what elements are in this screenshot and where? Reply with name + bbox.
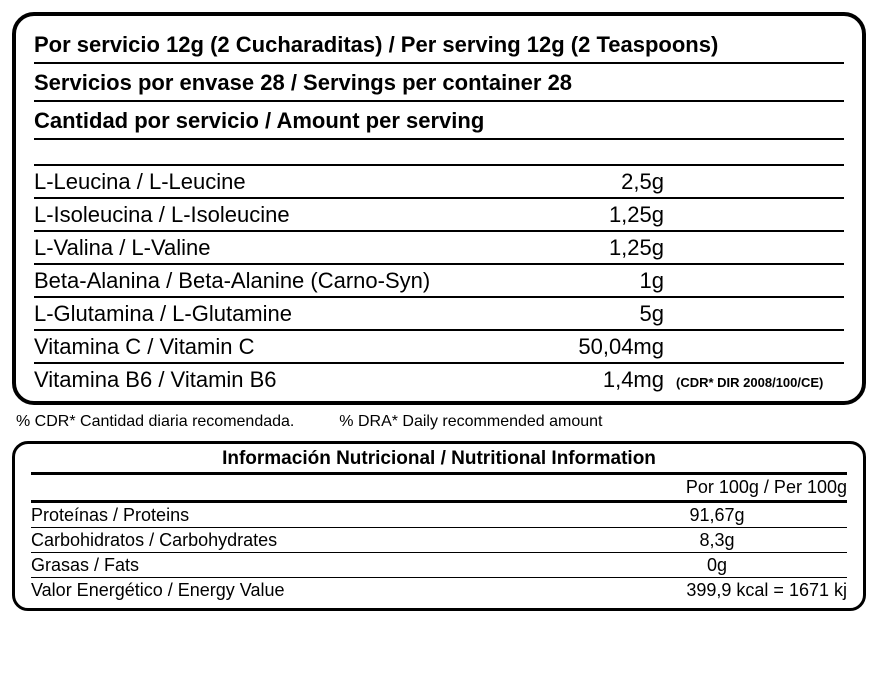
ingredients-list: L-Leucina / L-Leucine2,5gL-Isoleucina / … — [34, 166, 844, 395]
ingredient-amount: 50,04mg — [504, 334, 664, 360]
nutrition-panel: Información Nutricional / Nutritional In… — [12, 441, 866, 611]
ingredient-row: L-Isoleucina / L-Isoleucine1,25g — [34, 199, 844, 232]
nutrition-name: Carbohidratos / Carbohydrates — [31, 530, 587, 551]
nutrition-row: Grasas / Fats0g — [31, 553, 847, 578]
ingredient-row: Beta-Alanina / Beta-Alanine (Carno-Syn)1… — [34, 265, 844, 298]
ingredient-name: Beta-Alanina / Beta-Alanine (Carno-Syn) — [34, 268, 504, 294]
ingredient-row: L-Glutamina / L-Glutamine5g — [34, 298, 844, 331]
amount-per-serving-line: Cantidad por servicio / Amount per servi… — [34, 102, 844, 140]
ingredient-name: L-Glutamina / L-Glutamine — [34, 301, 504, 327]
footnote-dra: % DRA* Daily recommended amount — [339, 413, 602, 430]
ingredient-row: L-Leucina / L-Leucine2,5g — [34, 166, 844, 199]
ingredient-amount: 1,4mg — [504, 367, 664, 393]
servings-per-container-line: Servicios por envase 28 / Servings per c… — [34, 64, 844, 102]
ingredient-name: Vitamina C / Vitamin C — [34, 334, 504, 360]
blank-row — [34, 140, 844, 166]
ingredient-name: Vitamina B6 / Vitamin B6 — [34, 367, 504, 393]
nutrition-name: Proteínas / Proteins — [31, 505, 587, 526]
ingredient-amount: 1,25g — [504, 202, 664, 228]
ingredient-row: Vitamina B6 / Vitamin B61,4mg(CDR* DIR 2… — [34, 364, 844, 395]
serving-panel: Por servicio 12g (2 Cucharaditas) / Per … — [12, 12, 866, 405]
nutrition-row: Carbohidratos / Carbohydrates8,3g — [31, 528, 847, 553]
nutrition-value: 91,67g — [587, 505, 847, 526]
nutrition-value: 0g — [587, 555, 847, 576]
energy-value: 399,9 kcal = 1671 kj — [587, 580, 847, 601]
ingredient-name: L-Isoleucina / L-Isoleucine — [34, 202, 504, 228]
nutrition-title: Información Nutricional / Nutritional In… — [31, 448, 847, 475]
nutrition-value: 8,3g — [587, 530, 847, 551]
nutrition-name: Grasas / Fats — [31, 555, 587, 576]
serving-size-line: Por servicio 12g (2 Cucharaditas) / Per … — [34, 26, 844, 64]
ingredient-note: (CDR* DIR 2008/100/CE) — [664, 375, 844, 390]
ingredient-amount: 2,5g — [504, 169, 664, 195]
footnote: % CDR* Cantidad diaria recomendada. % DR… — [16, 413, 862, 431]
energy-row: Valor Energético / Energy Value399,9 kca… — [31, 578, 847, 602]
nutrition-row: Proteínas / Proteins91,67g — [31, 503, 847, 528]
footnote-cdr: % CDR* Cantidad diaria recomendada. — [16, 413, 294, 430]
ingredient-row: L-Valina / L-Valine1,25g — [34, 232, 844, 265]
ingredient-name: L-Valina / L-Valine — [34, 235, 504, 261]
ingredient-amount: 5g — [504, 301, 664, 327]
ingredient-name: L-Leucina / L-Leucine — [34, 169, 504, 195]
ingredient-row: Vitamina C / Vitamin C50,04mg — [34, 331, 844, 364]
nutrition-rows: Proteínas / Proteins91,67gCarbohidratos … — [31, 503, 847, 602]
per-100g-label: Por 100g / Per 100g — [31, 475, 847, 503]
energy-name: Valor Energético / Energy Value — [31, 580, 587, 601]
ingredient-amount: 1,25g — [504, 235, 664, 261]
ingredient-amount: 1g — [504, 268, 664, 294]
